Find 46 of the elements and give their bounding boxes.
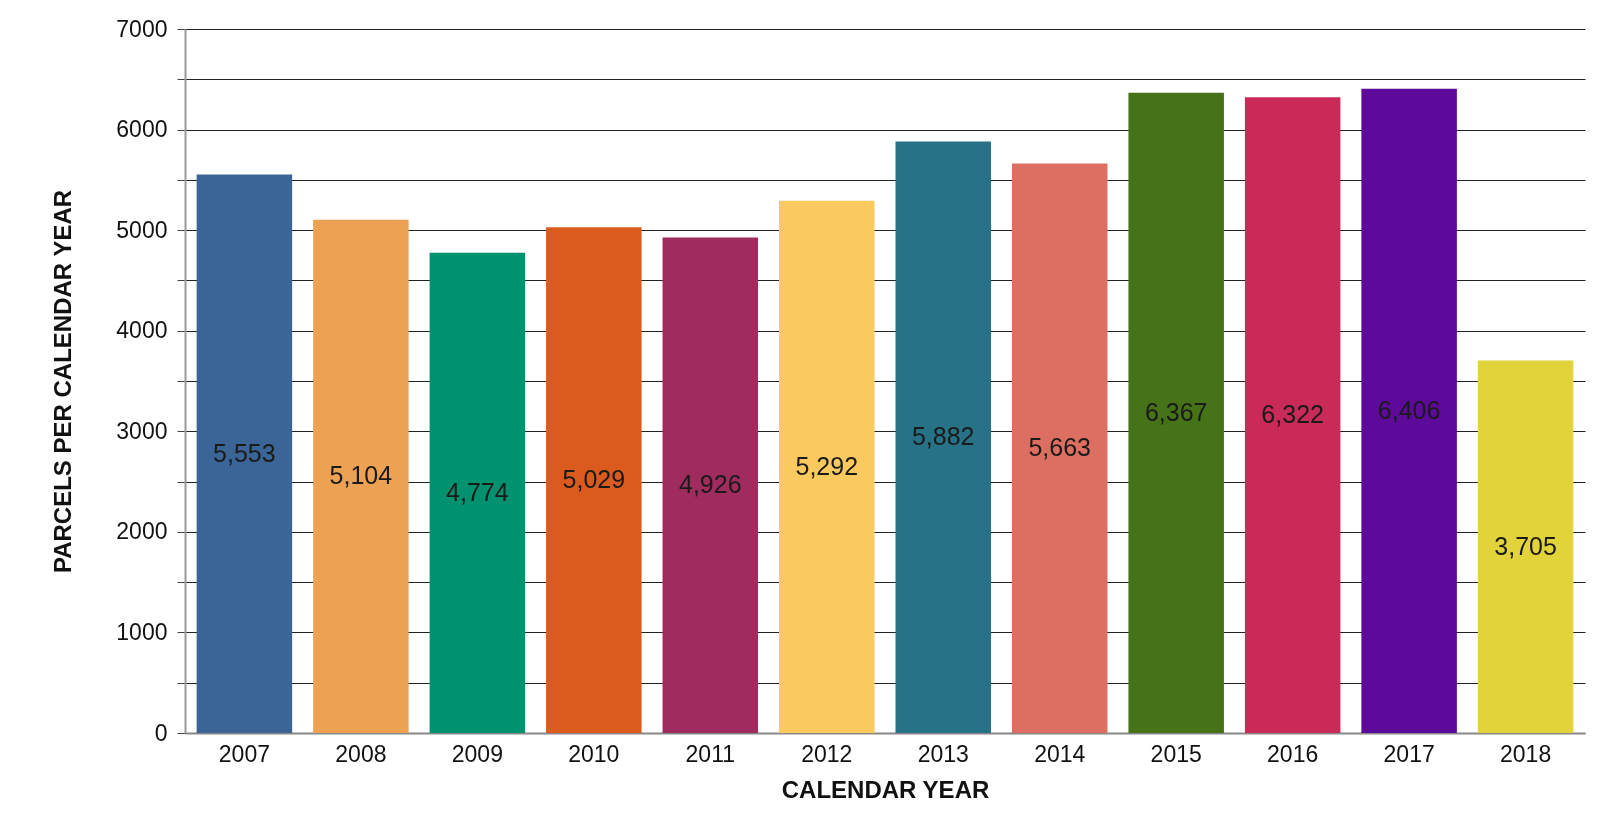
y-tick-label: 3000 xyxy=(116,417,168,444)
data-label: 5,553 xyxy=(213,438,276,467)
x-tick-label: 2013 xyxy=(917,740,969,767)
bar xyxy=(313,219,409,733)
y-axis-title: PARCELS PER CALENDAR YEAR xyxy=(49,189,77,574)
data-label: 5,029 xyxy=(562,465,626,494)
data-label: 4,774 xyxy=(446,477,509,506)
data-label: 3,705 xyxy=(1494,531,1557,560)
bar xyxy=(779,200,875,733)
data-label: 4,926 xyxy=(679,470,742,499)
x-tick-label: 2008 xyxy=(335,740,387,767)
bar xyxy=(1244,97,1341,733)
bar xyxy=(196,174,293,733)
data-label: 5,104 xyxy=(329,461,393,490)
y-tick-label: 1000 xyxy=(116,618,168,645)
x-axis-title: CALENDAR YEAR xyxy=(781,775,990,803)
bar xyxy=(546,227,642,733)
x-tick-label: 2017 xyxy=(1383,740,1435,767)
data-label: 5,292 xyxy=(795,451,859,480)
bar xyxy=(895,141,991,733)
x-tick-label: 2018 xyxy=(1500,740,1552,767)
x-tick-label: 2012 xyxy=(801,740,853,767)
x-tick-label: 2014 xyxy=(1034,740,1086,767)
y-tick-label: 4000 xyxy=(116,317,168,344)
y-tick-label: 7000 xyxy=(116,15,168,42)
bar xyxy=(1128,92,1224,733)
x-tick-label: 2016 xyxy=(1267,740,1319,767)
x-tick-label: 2007 xyxy=(218,740,270,767)
y-tick-label: 5000 xyxy=(116,216,168,243)
x-tick-label: 2015 xyxy=(1150,740,1202,767)
x-tick-label: 2009 xyxy=(451,740,503,767)
data-label: 6,367 xyxy=(1144,397,1208,426)
bar xyxy=(662,237,759,733)
data-label: 5,882 xyxy=(911,422,975,451)
y-tick-label: 6000 xyxy=(116,116,168,143)
data-label: 5,663 xyxy=(1028,433,1091,462)
y-tick-label: 2000 xyxy=(116,518,168,545)
x-tick-label: 2011 xyxy=(685,740,736,767)
bar xyxy=(1477,360,1574,733)
bar xyxy=(429,252,526,733)
bar xyxy=(1361,88,1457,733)
data-label: 6,322 xyxy=(1261,400,1324,429)
data-label: 6,406 xyxy=(1377,395,1441,424)
bar xyxy=(1011,163,1108,733)
x-tick-label: 2010 xyxy=(568,740,620,767)
y-tick-label: 0 xyxy=(154,719,168,746)
